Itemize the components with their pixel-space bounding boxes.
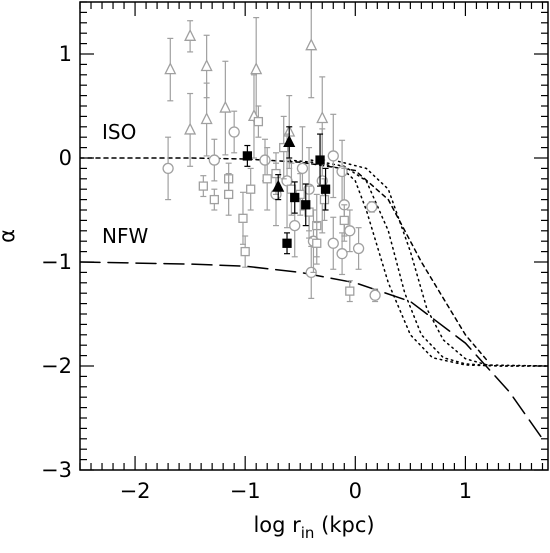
data-point-triangle-filled [283,126,296,159]
axis-ticks [79,1,548,471]
data-point-square-open [312,221,322,265]
data-point-square-open [345,280,355,303]
data-point-square-filled [301,183,311,227]
y-tick-label: −2 [41,354,72,378]
data-point-circle-open [366,201,378,213]
x-axis-title-main: log r [253,513,301,537]
y-axis-title: α [0,229,19,243]
data-point-circle-open [208,138,220,182]
y-tick-label: 1 [59,42,72,66]
data-points [162,2,381,303]
x-tick-label: 1 [459,479,472,503]
annotation-iso: ISO [102,120,136,144]
data-point-circle-open [344,209,356,253]
data-point-circle-open [336,139,348,204]
data-point-triangle-filled [272,174,285,201]
data-point-triangle-open [184,92,197,167]
data-point-square-open [198,175,208,198]
data-point-triangle-open [247,74,261,159]
y-tick-label: −3 [41,458,72,482]
data-point-triangle-open [219,60,232,156]
y-tick-label: −1 [41,250,72,274]
data-point-square-open [246,167,256,211]
x-axis-title-unit: (kpc) [314,513,374,537]
data-point-square-open [319,178,330,221]
data-point-square-open [240,235,250,268]
data-point-triangle-open [200,82,213,157]
data-point-circle-open [352,227,365,270]
data-point-square-open [279,115,289,180]
data-point-triangle-open [184,20,197,53]
plot-frame [79,1,549,471]
data-point-triangle-open [164,37,177,102]
curve-dot-2 [310,159,548,367]
data-point-square-open [262,147,272,211]
data-point-square-filled [290,181,300,214]
x-axis-title-subscript: in [301,524,315,542]
curve-iso [80,157,489,362]
data-point-square-filled [320,167,331,211]
data-point-circle-open [327,216,339,270]
data-point-square-open [209,188,219,211]
x-tick-label: 0 [349,479,362,503]
x-tick-label: −1 [230,479,261,503]
data-point-square-filled [282,232,292,255]
data-point-circle-open [228,110,240,154]
model-curves [80,157,548,440]
data-point-circle-open [327,113,339,199]
data-point-square-open [295,173,305,216]
annotation-nfw: NFW [102,224,148,248]
y-tick-label: 0 [59,146,72,170]
data-point-triangle-open [305,2,318,99]
data-point-square-open [224,173,234,216]
data-point-square-open [253,105,264,138]
data-point-square-open [339,204,349,237]
x-axis-title: log rin (kpc) [253,513,374,542]
data-point-square-filled [242,144,253,167]
x-tick-label: −2 [120,479,151,503]
curve-dot-3 [332,159,548,367]
data-point-circle-open [336,232,348,276]
curve-nfw [80,261,544,440]
data-point-square-filled [315,133,325,187]
data-point-circle-open [369,288,381,303]
data-point-circle-open [162,136,174,201]
axis-tick-labels: −2 −1 0 1 −3 −2 −1 0 1 [41,42,472,503]
